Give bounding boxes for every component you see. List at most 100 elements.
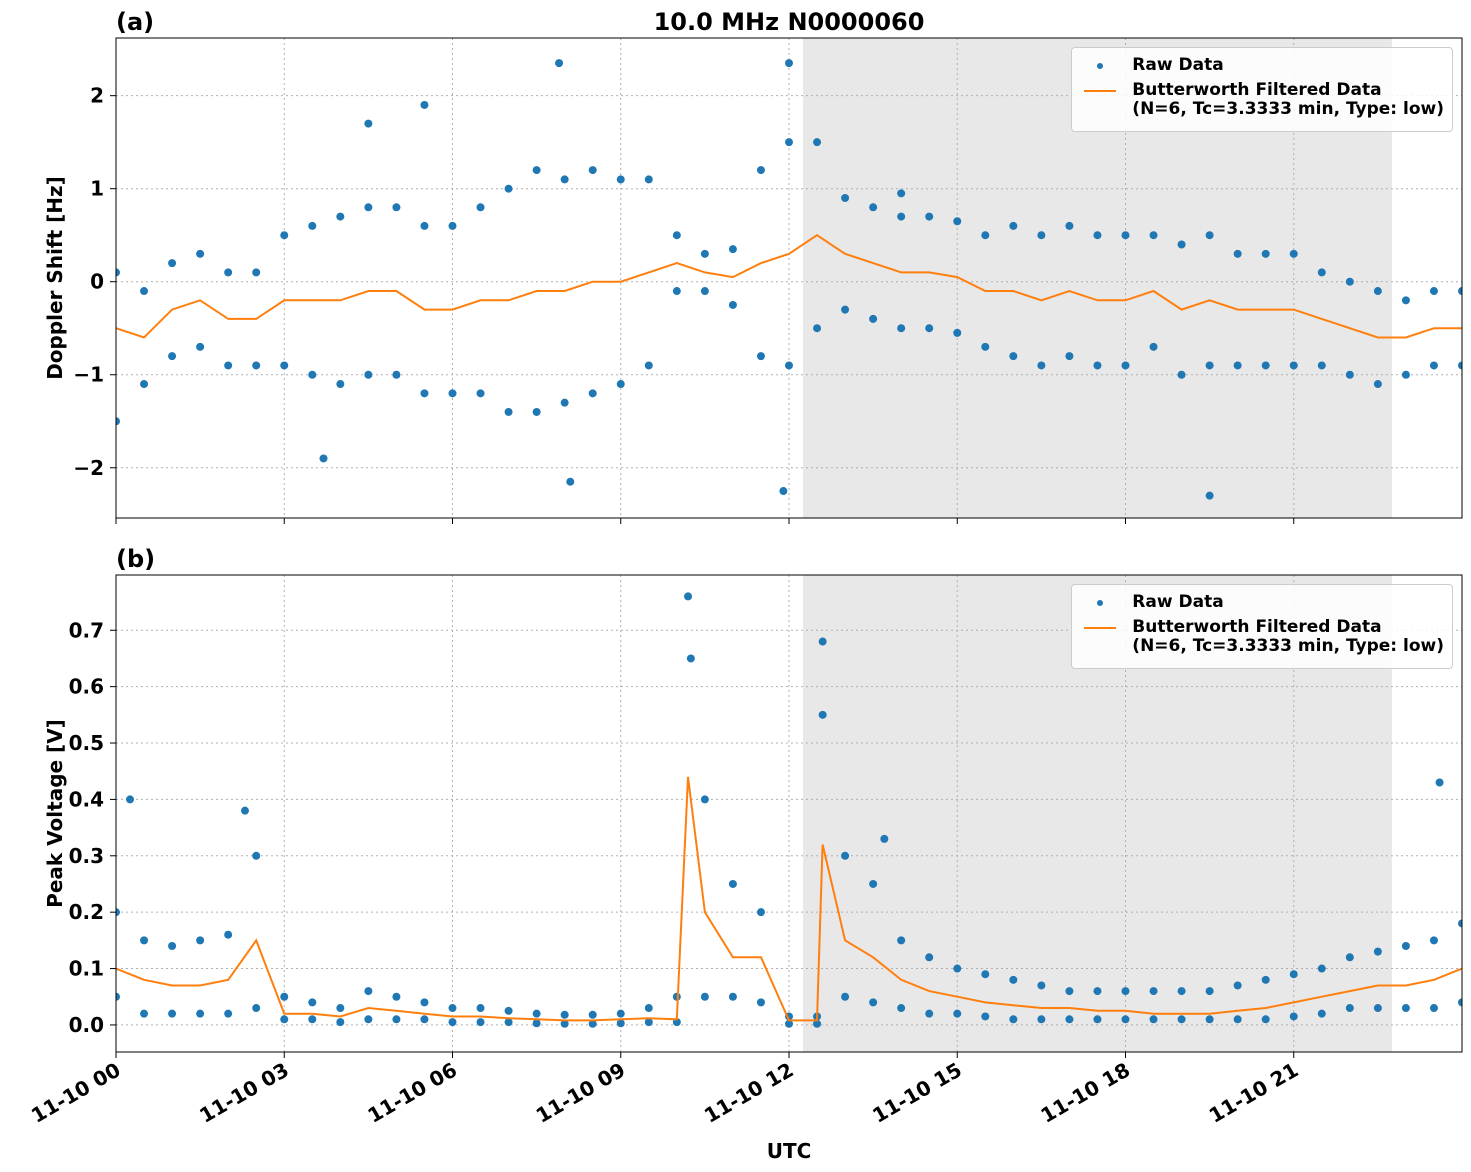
raw-point (140, 287, 149, 296)
raw-point (1289, 1012, 1298, 1021)
raw-point (1261, 361, 1270, 370)
raw-point (308, 221, 317, 230)
y-axis-label: Peak Voltage [V] (43, 719, 67, 908)
legend-entry: Raw Data (1080, 593, 1444, 612)
x-tick-label: 11-10 09 (532, 1058, 630, 1128)
raw-point (364, 203, 373, 212)
raw-point (1345, 277, 1354, 286)
raw-point (1429, 1004, 1438, 1013)
raw-point (779, 487, 788, 496)
raw-point (280, 361, 289, 370)
raw-point (1261, 975, 1270, 984)
raw-point (756, 352, 765, 361)
raw-point (644, 1004, 653, 1013)
legend-marker (1097, 600, 1104, 606)
raw-point (841, 194, 850, 202)
raw-point (869, 314, 878, 323)
raw-point (897, 189, 906, 198)
raw-point (196, 1009, 205, 1018)
raw-point (336, 1018, 345, 1027)
raw-point (560, 175, 569, 184)
raw-point (813, 324, 822, 333)
raw-point (1401, 942, 1410, 950)
raw-point (116, 268, 120, 277)
raw-point (588, 166, 597, 175)
raw-point (308, 370, 317, 379)
raw-point (869, 998, 878, 1007)
raw-point (1401, 296, 1410, 305)
raw-point (420, 998, 429, 1007)
raw-point (476, 203, 485, 212)
raw-point (448, 1018, 457, 1027)
legend: Raw Data Butterworth Filtered Data (N=6, … (1071, 47, 1453, 132)
raw-point (448, 221, 457, 230)
plot-area (116, 592, 1462, 1028)
raw-point (1149, 1015, 1158, 1024)
x-tick-label: 11-10 06 (363, 1058, 461, 1128)
raw-point (1373, 947, 1382, 956)
raw-point (126, 795, 135, 804)
raw-point (869, 879, 878, 888)
panel-label: (a) (116, 8, 154, 36)
raw-point (728, 879, 737, 888)
raw-point (392, 992, 401, 1001)
raw-point (1289, 361, 1298, 370)
raw-point (224, 930, 233, 939)
raw-point (616, 1019, 625, 1028)
raw-point (953, 1009, 962, 1018)
raw-point (981, 342, 990, 351)
raw-point (280, 992, 289, 1001)
raw-point (644, 1018, 653, 1027)
raw-point (240, 806, 249, 815)
raw-point (700, 287, 709, 296)
raw-point (196, 342, 205, 351)
x-tick-label: 11-10 03 (195, 1058, 293, 1128)
x-tick-label: 11-10 12 (700, 1058, 798, 1128)
raw-point (616, 175, 625, 184)
raw-point (1205, 361, 1214, 370)
raw-point (116, 908, 120, 917)
raw-point (1009, 975, 1018, 984)
raw-point (1149, 231, 1158, 240)
raw-point (818, 637, 827, 646)
raw-point (532, 166, 541, 175)
raw-point (953, 217, 962, 226)
raw-point (1233, 249, 1242, 258)
raw-point (168, 1009, 177, 1018)
raw-point (1121, 1015, 1130, 1024)
legend-swatch (1097, 63, 1104, 69)
raw-point (897, 212, 906, 221)
raw-point (420, 1015, 429, 1024)
raw-point (1149, 987, 1158, 996)
raw-point (252, 268, 261, 277)
legend-label: Butterworth Filtered Data (N=6, Tc=3.333… (1132, 80, 1444, 119)
raw-point (953, 328, 962, 337)
raw-point (448, 389, 457, 398)
raw-point (1458, 287, 1462, 296)
raw-point (616, 1009, 625, 1018)
raw-point (420, 100, 429, 109)
legend-entry: Butterworth Filtered Data (N=6, Tc=3.333… (1080, 618, 1444, 656)
raw-point (953, 964, 962, 973)
raw-point (1177, 1015, 1186, 1024)
raw-point (1205, 491, 1214, 500)
legend-entry: Butterworth Filtered Data (N=6, Tc=3.333… (1080, 81, 1444, 119)
raw-point (1093, 231, 1102, 240)
raw-point (392, 203, 401, 212)
raw-point (1435, 778, 1444, 787)
axes-frame (115, 574, 1463, 1053)
raw-point (925, 324, 934, 333)
raw-point (925, 212, 934, 221)
legend-swatch (1084, 627, 1117, 629)
raw-point (785, 1019, 793, 1028)
raw-point (1345, 1004, 1354, 1013)
raw-point (1233, 1015, 1242, 1024)
raw-point (925, 1009, 934, 1018)
raw-point (116, 992, 120, 1001)
raw-point (532, 1019, 541, 1028)
raw-point (364, 1015, 373, 1024)
raw-point (756, 166, 765, 175)
raw-point (880, 834, 889, 843)
x-tick-label: 11-10 21 (1205, 1058, 1303, 1128)
y-tick-label: 0.1 (69, 957, 104, 981)
